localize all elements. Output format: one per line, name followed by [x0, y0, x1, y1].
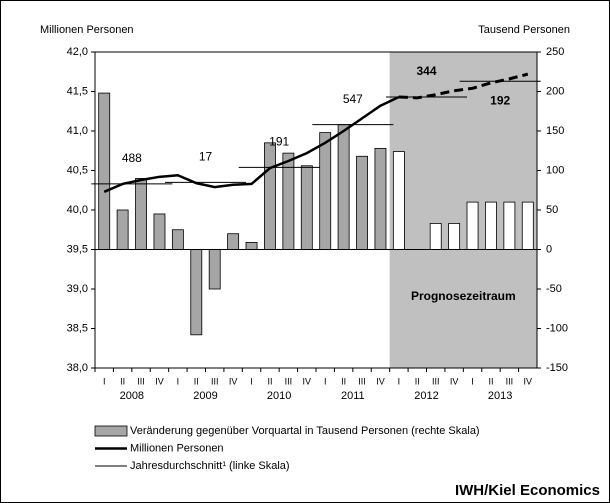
y-tick-label: 41,0 — [67, 125, 88, 137]
y-tick-label: 41,5 — [67, 85, 88, 97]
x-tick-label: II — [267, 376, 272, 386]
bar — [153, 213, 166, 250]
x-tick-label: IV — [155, 376, 164, 386]
y2-tick-label: -150 — [546, 362, 568, 374]
x-tick-label: I — [471, 376, 474, 386]
bar — [429, 223, 442, 250]
x-group-label: 2013 — [488, 390, 512, 402]
x-tick-label: II — [194, 376, 199, 386]
legend-label: Millionen Personen — [130, 442, 224, 454]
x-tick-label: III — [432, 376, 440, 386]
bar — [503, 201, 516, 250]
bar — [485, 201, 497, 250]
x-tick-label: IV — [524, 376, 533, 386]
x-group-label: 2010 — [267, 390, 291, 402]
bar — [521, 201, 534, 250]
annual-change-label: 192 — [490, 93, 510, 107]
x-tick-label: I — [177, 376, 180, 386]
y2-axis-title: Tausend Personen — [478, 24, 570, 36]
bar — [171, 229, 184, 250]
bar — [264, 142, 276, 250]
source: IWH/Kiel Economics — [455, 482, 600, 499]
y2-tick-label: -50 — [546, 283, 562, 295]
y-axis-title: Millionen Personen — [40, 24, 134, 36]
bar — [208, 249, 221, 290]
bar — [135, 177, 147, 250]
y-tick-label: 42,0 — [67, 46, 88, 58]
annual-change-label: 547 — [343, 92, 363, 106]
x-tick-label: III — [285, 376, 293, 386]
bar — [116, 209, 129, 250]
forecast-label: Prognosezeitraum — [411, 289, 516, 303]
annual-change-label: 191 — [269, 135, 289, 149]
bar — [319, 132, 332, 250]
bar — [392, 151, 405, 250]
legend-swatch — [94, 425, 128, 437]
y-tick-label: 39,5 — [67, 243, 88, 255]
y2-tick-label: 250 — [546, 46, 564, 58]
bar — [98, 92, 111, 250]
x-tick-label: III — [358, 376, 366, 386]
x-tick-label: IV — [376, 376, 385, 386]
x-tick-label: IV — [303, 376, 312, 386]
bar — [245, 241, 258, 250]
legend-label: Veränderung gegenüber Vorquartal in Taus… — [130, 425, 480, 437]
x-group-label: 2011 — [341, 390, 365, 402]
y-tick-label: 40,5 — [67, 164, 88, 176]
annual-change-label: 344 — [416, 64, 436, 78]
y2-tick-label: 50 — [546, 204, 558, 216]
y2-tick-label: 200 — [546, 85, 564, 97]
y2-tick-label: -100 — [546, 322, 568, 334]
y2-tick-label: 0 — [546, 243, 552, 255]
annual-change-label: 488 — [122, 151, 142, 165]
bar — [227, 233, 240, 250]
x-tick-label: I — [103, 376, 106, 386]
y-tick-label: 38,0 — [67, 362, 88, 374]
legend-label: Jahresdurchschnitt¹ (linke Skala) — [130, 460, 290, 472]
x-tick-label: I — [324, 376, 327, 386]
x-tick-label: I — [250, 376, 253, 386]
x-tick-label: IV — [450, 376, 459, 386]
x-group-label: 2012 — [414, 390, 438, 402]
x-tick-label: I — [398, 376, 401, 386]
x-group-label: 2009 — [193, 390, 217, 402]
line — [103, 95, 400, 193]
bar — [300, 165, 313, 250]
y-tick-label: 40,0 — [67, 204, 88, 216]
x-group-label: 2008 — [120, 390, 144, 402]
x-tick-label: II — [488, 376, 493, 386]
bar — [356, 155, 368, 250]
y-tick-label: 38,5 — [67, 322, 88, 334]
bar — [466, 201, 479, 250]
x-tick-label: II — [120, 376, 125, 386]
y-tick-label: 39,0 — [67, 283, 88, 295]
bar — [337, 124, 350, 250]
x-tick-label: III — [211, 376, 219, 386]
bar — [190, 249, 203, 336]
x-tick-label: II — [415, 376, 420, 386]
bar — [448, 223, 461, 250]
x-tick-label: II — [341, 376, 346, 386]
x-tick-label: IV — [229, 376, 238, 386]
x-tick-label: III — [506, 376, 514, 386]
x-tick-label: III — [137, 376, 145, 386]
bar — [374, 147, 387, 250]
y2-tick-label: 150 — [546, 125, 564, 137]
annual-change-label: 17 — [199, 150, 213, 164]
y2-tick-label: 100 — [546, 164, 564, 176]
